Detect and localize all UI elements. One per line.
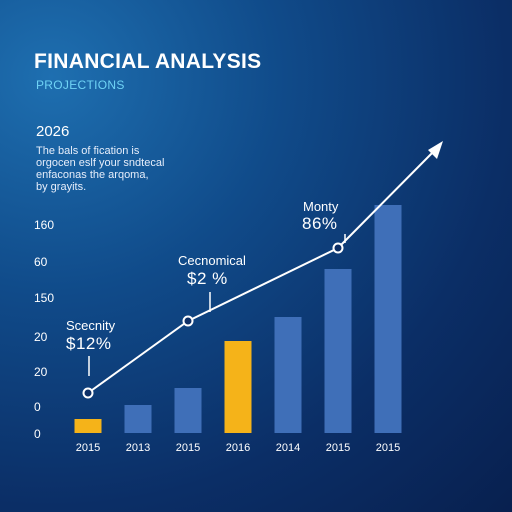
x-tick-label: 2015	[76, 442, 100, 454]
x-tick-label: 2013	[126, 442, 150, 454]
annotation-label: Scecnity	[66, 318, 116, 333]
bar	[374, 205, 402, 433]
x-tick-label: 2015	[176, 442, 200, 454]
description-line: enfaconas the arqoma,	[36, 169, 149, 181]
bar	[74, 419, 102, 433]
annotation-label: Monty	[303, 199, 339, 214]
y-tick-label: 0	[34, 400, 41, 414]
trend-marker	[332, 242, 344, 254]
chart-subtitle: PROJECTIONS	[36, 78, 125, 92]
description-line: orgocen eslf your sndtecal	[36, 157, 165, 169]
y-tick-label: 160	[34, 218, 54, 232]
y-tick-label: 20	[34, 365, 48, 379]
description-line: The bals of fication is	[36, 145, 140, 157]
trend-arrow-head	[428, 141, 443, 159]
annotation-value: $2 %	[187, 269, 228, 288]
y-tick-label: 150	[34, 291, 54, 305]
trend-marker	[82, 387, 94, 399]
annotation-label: Cecnomical	[178, 253, 246, 268]
trend-line	[87, 144, 441, 394]
bar	[274, 317, 302, 433]
description-text: The bals of fication is orgocen eslf you…	[36, 145, 186, 193]
year-label: 2026	[36, 123, 70, 140]
bar	[174, 388, 202, 433]
y-tick-label: 20	[34, 330, 48, 344]
bar	[124, 405, 152, 433]
annotation-value: $12%	[66, 334, 111, 353]
y-tick-label: 0	[34, 427, 41, 441]
description-line: by grayits.	[36, 181, 87, 193]
bar	[224, 341, 252, 433]
x-tick-label: 2016	[226, 442, 250, 454]
bar	[324, 269, 352, 433]
x-tick-label: 2015	[376, 442, 400, 454]
x-tick-label: 2015	[326, 442, 350, 454]
chart-title: FINANCIAL ANALYSIS	[34, 50, 262, 73]
y-tick-label: 60	[34, 255, 48, 269]
annotation-value: 86%	[302, 214, 338, 233]
trend-marker	[182, 315, 194, 327]
x-tick-label: 2014	[276, 442, 300, 454]
